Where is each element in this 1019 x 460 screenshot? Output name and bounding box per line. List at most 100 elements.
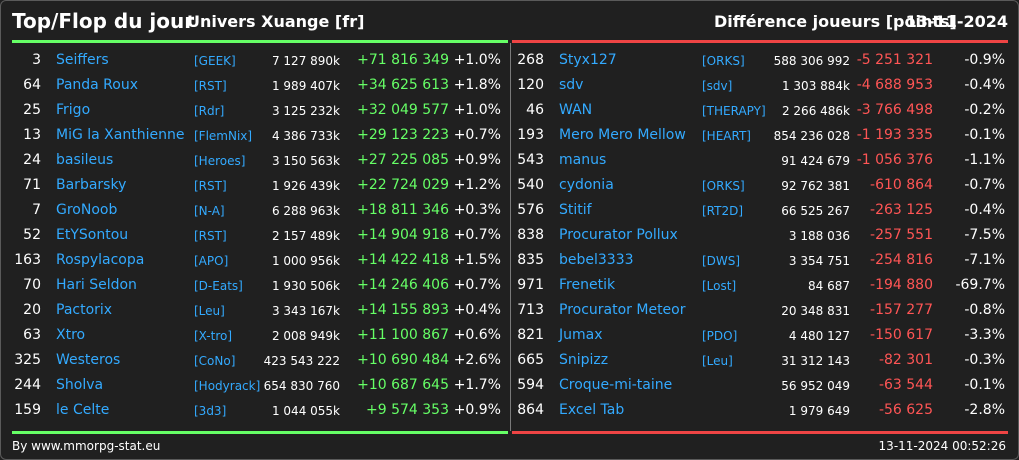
player-rank: 971 [517,277,544,293]
player-name-link[interactable]: Seiffers [56,52,109,68]
guild-tag-link[interactable]: [ORKS] [702,54,745,68]
player-name-link[interactable]: Excel Tab [559,402,625,418]
player-rank: 71 [23,177,41,193]
points-difference: -82 301 [878,352,933,368]
table-row: 540 cydonia [ORKS] 92 762 381 -610 864 -0.7% [511,174,1019,199]
top-gainers-table: 3 Seiffers [GEEK] 7 127 890k +71 816 349 +1.0… [1,49,510,424]
guild-tag-link[interactable]: [Leu] [702,354,733,368]
guild-tag-link[interactable]: [RST] [194,179,227,193]
points-difference: -56 625 [878,402,933,418]
player-name-link[interactable]: Frigo [56,102,91,118]
points-difference: -3 766 498 [856,102,933,118]
guild-tag-link[interactable]: [RST] [194,229,227,243]
guild-tag-link[interactable]: [APO] [194,254,229,268]
player-name-link[interactable]: Rospylacopa [56,252,145,268]
player-name-link[interactable]: Frenetik [559,277,616,293]
table-row: 325 Westeros [CoNo] 423 543 222 +10 690 484 +… [1,349,510,374]
player-name-link[interactable]: Hari Seldon [56,277,137,293]
guild-tag-link[interactable]: [GEEK] [194,54,236,68]
guild-tag-link[interactable]: [N-A] [194,204,225,218]
player-name-link[interactable]: EtYSontou [56,227,129,243]
player-points: 3 343 167k [271,304,340,318]
guild-tag-link[interactable]: [HEART] [702,129,751,143]
percent-change: -0.1% [964,127,1005,143]
player-name-link[interactable]: Barbarsky [56,177,127,193]
top-losers-table: 268 Styx127 [ORKS] 588 306 992 -5 251 321 -0.… [511,49,1019,424]
guild-tag-link[interactable]: [Hodyrack] [194,379,261,393]
guild-tag-link[interactable]: [RST] [194,79,227,93]
table-row: 24 basileus [Heroes] 3 150 563k +27 225 085 +… [1,149,510,174]
player-points: 854 236 028 [773,129,850,143]
player-rank: 835 [517,252,544,268]
player-rank: 325 [14,352,41,368]
points-difference: -150 617 [870,327,933,343]
univers-label: Univers Xuange [fr] [187,12,365,31]
player-name-link[interactable]: MiG la Xanthienne [56,127,185,143]
percent-change: +1.2% [453,177,501,193]
table-row: 244 Sholva [Hodyrack] 654 830 760 +10 687 64… [1,374,510,399]
player-name-link[interactable]: le Celte [56,402,110,418]
points-difference: +11 100 867 [357,327,449,343]
player-points: 3 188 036 [788,229,850,243]
player-name-link[interactable]: Croque-mi-taine [559,377,673,393]
guild-tag-link[interactable]: [D-Eats] [194,279,243,293]
player-name-link[interactable]: Procurator Meteor [559,302,686,318]
player-points: 1 044 055k [271,404,340,418]
player-name-link[interactable]: cydonia [559,177,614,193]
player-rank: 52 [23,227,41,243]
player-points: 2 157 489k [271,229,340,243]
points-difference: +10 690 484 [357,352,449,368]
points-difference: +18 811 346 [357,202,449,218]
player-points: 1 979 649 [788,404,850,418]
player-rank: 838 [517,227,544,243]
guild-tag-link[interactable]: [Lost] [702,279,737,293]
player-rank: 193 [517,127,544,143]
player-name-link[interactable]: Snipizz [559,352,609,368]
header: Top/Flop du jour Univers Xuange [fr] Dif… [1,1,1019,41]
player-name-link[interactable]: manus [559,152,607,168]
player-points: 92 762 381 [781,179,850,193]
player-name-link[interactable]: Styx127 [559,52,617,68]
player-name-link[interactable]: Panda Roux [56,77,139,93]
player-name-link[interactable]: Procurator Pollux [559,227,678,243]
difference-label: Différence joueurs [points] [714,12,957,31]
percent-change: -0.7% [964,177,1005,193]
table-row: 193 Mero Mero Mellow [HEART] 854 236 028 -1 … [511,124,1019,149]
player-name-link[interactable]: Jumax [559,327,603,343]
percent-change: +0.6% [453,327,501,343]
player-name-link[interactable]: Stitif [559,202,592,218]
player-name-link[interactable]: basileus [56,152,114,168]
guild-tag-link[interactable]: [ORKS] [702,179,745,193]
guild-tag-link[interactable]: [CoNo] [194,354,236,368]
guild-tag-link[interactable]: [X-tro] [194,329,233,343]
guild-tag-link[interactable]: [DWS] [702,254,741,268]
table-row: 838 Procurator Pollux 3 188 036 -257 551 -7.… [511,224,1019,249]
guild-tag-link[interactable]: [PDO] [702,329,738,343]
guild-tag-link[interactable]: [Rdr] [194,104,225,118]
player-name-link[interactable]: GroNoob [56,202,118,218]
guild-tag-link[interactable]: [Leu] [194,304,225,318]
guild-tag-link[interactable]: [sdv] [702,79,733,93]
player-name-link[interactable]: Xtro [56,327,86,343]
player-name-link[interactable]: Mero Mero Mellow [559,127,686,143]
player-rank: 540 [517,177,544,193]
table-row: 835 bebel3333 [DWS] 3 354 751 -254 816 -7.1% [511,249,1019,274]
player-name-link[interactable]: Pactorix [56,302,113,318]
guild-tag-link[interactable]: [FlemNix] [194,129,253,143]
percent-change: -1.1% [964,152,1005,168]
points-difference: +10 687 645 [357,377,449,393]
player-points: 1 303 884k [781,79,850,93]
player-rank: 576 [517,202,544,218]
player-name-link[interactable]: sdv [559,77,584,93]
guild-tag-link[interactable]: [Heroes] [194,154,246,168]
player-name-link[interactable]: WAN [559,102,593,118]
player-rank: 665 [517,352,544,368]
player-name-link[interactable]: Sholva [56,377,104,393]
player-name-link[interactable]: Westeros [56,352,121,368]
table-row: 13 MiG la Xanthienne [FlemNix] 4 386 733k +2… [1,124,510,149]
player-name-link[interactable]: bebel3333 [559,252,634,268]
guild-tag-link[interactable]: [THERAPY] [702,104,766,118]
guild-tag-link[interactable]: [3d3] [194,404,227,418]
guild-tag-link[interactable]: [RT2D] [702,204,744,218]
